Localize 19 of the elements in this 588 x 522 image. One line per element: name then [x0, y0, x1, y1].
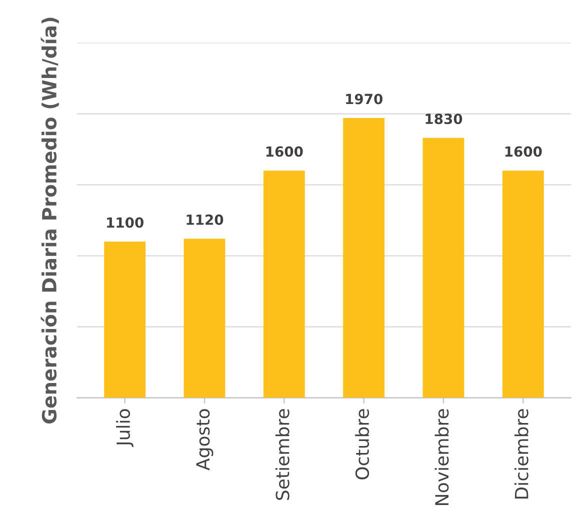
x-tick-label: Noviembre [434, 409, 449, 505]
x-tick-label: Setiembre [275, 409, 290, 500]
data-label: 1600 [505, 146, 542, 157]
bar [184, 238, 226, 398]
data-label: 1100 [107, 217, 144, 228]
bar [104, 242, 146, 398]
x-tick-label: Diciembre [514, 409, 528, 499]
data-label: 1600 [266, 146, 303, 157]
data-label: 1970 [346, 94, 382, 104]
x-tick-label: Julio [116, 409, 134, 447]
bar [263, 170, 305, 398]
x-tick-label: Octubre [355, 409, 370, 480]
data-label: 1830 [426, 114, 462, 124]
bar [502, 170, 544, 398]
x-tick-label: Agosto [196, 409, 214, 470]
bar [343, 118, 385, 398]
data-label: 1120 [186, 214, 224, 225]
y-axis-title: Generación Diaria Promedio (Wh/día) [40, 18, 59, 424]
bar [422, 138, 464, 398]
